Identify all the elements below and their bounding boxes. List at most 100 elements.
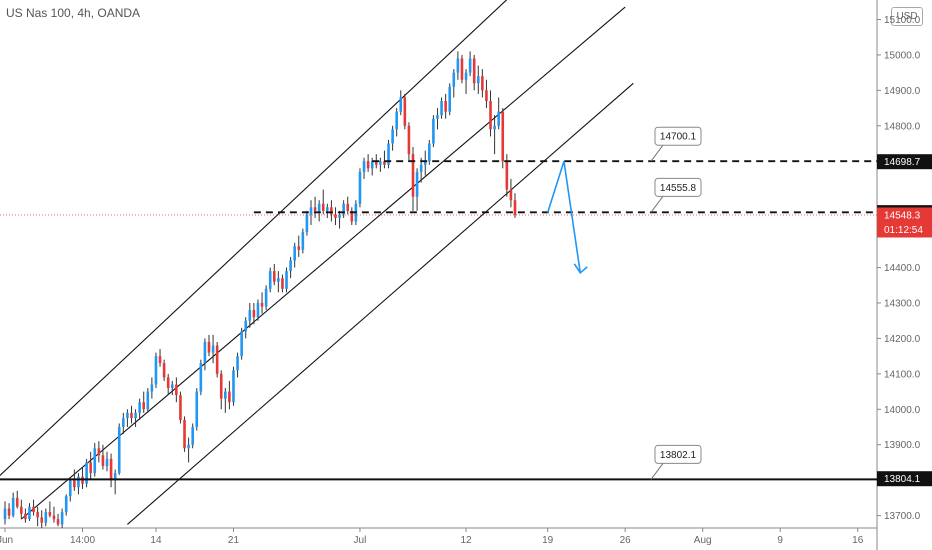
candle-body: [436, 115, 439, 119]
channel-lower-line: [127, 82, 634, 525]
candle: [93, 442, 97, 477]
callout-label: 14555.8: [660, 183, 697, 194]
trend-channel: [0, 0, 634, 525]
candle: [81, 467, 84, 490]
candle-body: [334, 214, 337, 218]
candle: [252, 302, 256, 325]
candle-body: [448, 86, 452, 112]
candle-body: [444, 100, 447, 112]
candle-body: [244, 320, 248, 332]
candle: [432, 115, 435, 148]
x-tick-label: 14:00: [70, 535, 95, 546]
candle: [366, 154, 370, 172]
candle-body: [456, 58, 460, 73]
channel-middle-line: [20, 6, 626, 520]
candle-body: [97, 448, 101, 456]
candle-body: [452, 72, 456, 87]
projection-arrowhead: [573, 263, 588, 275]
candle: [150, 377, 154, 399]
chart-title: US Nas 100, 4h, OANDA: [6, 6, 141, 20]
candle: [244, 317, 248, 339]
candle: [89, 451, 92, 481]
candle: [489, 90, 492, 137]
candle-body: [505, 161, 509, 190]
candle-body: [175, 384, 178, 396]
candle: [117, 423, 121, 475]
currency-badge[interactable]: USD: [891, 7, 923, 26]
candle-body: [11, 497, 15, 516]
candle-body: [281, 278, 284, 289]
candle-body: [476, 76, 480, 84]
candle: [105, 451, 109, 472]
candle-body: [44, 512, 48, 523]
candle: [11, 492, 15, 518]
candle-body: [195, 391, 199, 428]
candle: [460, 54, 464, 84]
candle: [179, 391, 182, 424]
candle-body: [419, 164, 423, 172]
candle: [468, 51, 472, 77]
candle: [44, 508, 48, 527]
candle: [122, 412, 125, 435]
candle: [485, 79, 488, 109]
candle: [403, 93, 407, 130]
candle: [256, 299, 260, 321]
y-tick-label: 14100.0: [884, 369, 921, 380]
candle: [326, 203, 329, 218]
y-tick-label: 15100.0: [884, 15, 921, 26]
callout-box: [654, 177, 702, 197]
candle-body: [407, 125, 411, 155]
candle-body: [501, 111, 505, 162]
candle: [134, 409, 137, 428]
candle: [346, 196, 350, 215]
candle-body: [309, 207, 313, 215]
candle-body: [170, 384, 174, 389]
x-tick-label: Aug: [694, 535, 712, 546]
candle-body: [117, 427, 121, 474]
candle: [338, 210, 341, 229]
candle-body: [489, 100, 492, 130]
candle-body: [32, 506, 35, 513]
candle-body: [374, 161, 378, 165]
y-tick-label: 14800.0: [884, 121, 921, 132]
candle: [305, 210, 309, 236]
candle: [158, 349, 162, 367]
candle-body: [313, 207, 317, 211]
callout-label: 13802.1: [660, 450, 697, 461]
candle: [248, 302, 252, 328]
candle-body: [383, 161, 386, 165]
callout-box: [654, 126, 702, 146]
candle: [309, 200, 313, 226]
candle-body: [166, 377, 170, 389]
candle-body: [73, 480, 76, 488]
candle: [452, 69, 456, 98]
candle-body: [109, 458, 113, 481]
candle: [342, 200, 345, 218]
candle: [423, 150, 427, 176]
candle-body: [219, 373, 223, 399]
x-tick-label: 16: [852, 535, 864, 546]
candle-body: [350, 210, 354, 222]
candle-body: [301, 232, 305, 250]
candle: [68, 478, 72, 502]
candle: [199, 359, 203, 396]
candle: [407, 122, 411, 162]
candle: [219, 370, 223, 410]
y-tick-label: 14900.0: [884, 86, 921, 97]
candle: [146, 388, 150, 413]
time-axis: Jun 14:00 14 21 Jul 12 19 26 Aug 9 16: [0, 528, 864, 546]
candle: [513, 193, 517, 218]
price-tag: [877, 471, 932, 487]
price-tag: [877, 154, 932, 170]
candle-body: [415, 171, 419, 197]
candle-body: [60, 512, 64, 525]
candle-body: [403, 97, 407, 126]
candle-body: [203, 341, 207, 364]
candle-body: [154, 356, 158, 385]
candle-body: [305, 214, 309, 233]
price-tag-label: 14548.3: [884, 210, 921, 221]
price-axis: 15100.0 15000.0 14900.0 14800.0 14400.0 14300…: [877, 15, 932, 522]
candle-body: [122, 418, 125, 428]
projection: [546, 160, 588, 275]
